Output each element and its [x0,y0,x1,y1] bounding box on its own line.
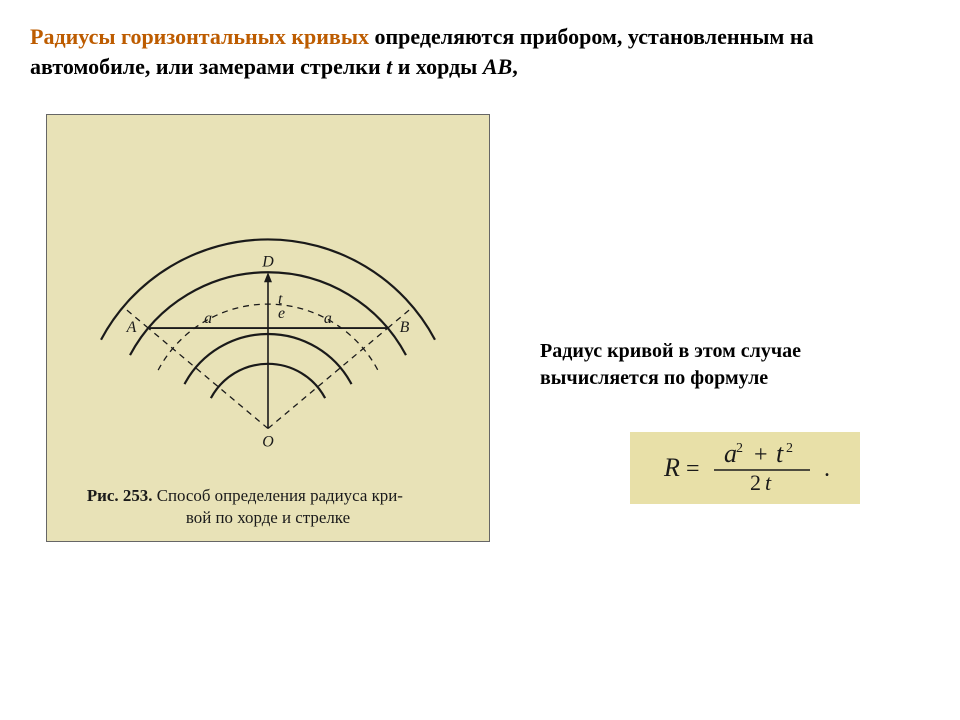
heading-rest3: , [512,54,518,79]
svg-text:R: R [663,453,680,482]
figure-box: ABDOaateРис. 253. Способ определения рад… [46,114,490,542]
svg-text:a: a [324,310,332,327]
svg-text:2: 2 [786,441,793,456]
heading-rest2: и хорды [392,54,483,79]
heading-highlight: Радиусы горизонтальных кривых [30,24,375,49]
heading: Радиусы горизонтальных кривых определяют… [30,22,910,81]
svg-text:D: D [261,253,274,270]
figure-diagram: ABDOaateРис. 253. Способ определения рад… [47,115,489,541]
svg-text:t: t [765,470,772,495]
svg-text:A: A [126,319,137,336]
svg-text:.: . [824,456,830,482]
svg-text:вой по хорде и стрелке: вой по хорде и стрелке [186,508,350,527]
svg-text:2: 2 [736,441,743,456]
svg-text:O: O [262,433,274,450]
formula: R=a2+t22t. [630,432,860,504]
heading-var-ab: AB [483,54,512,79]
svg-text:2: 2 [750,470,761,495]
formula-box: R=a2+t22t. [630,432,860,504]
page: Радиусы горизонтальных кривых определяют… [0,0,960,720]
svg-text:+: + [754,442,768,468]
svg-text:Рис. 253. Способ определения р: Рис. 253. Способ определения радиуса кри… [87,486,403,505]
right-caption: Радиус кривой в этом случае вычисляется … [540,338,920,392]
svg-text:B: B [400,319,410,336]
svg-text:t: t [776,439,784,468]
svg-text:a: a [204,310,212,327]
svg-text:=: = [686,456,700,482]
svg-text:e: e [278,305,285,322]
